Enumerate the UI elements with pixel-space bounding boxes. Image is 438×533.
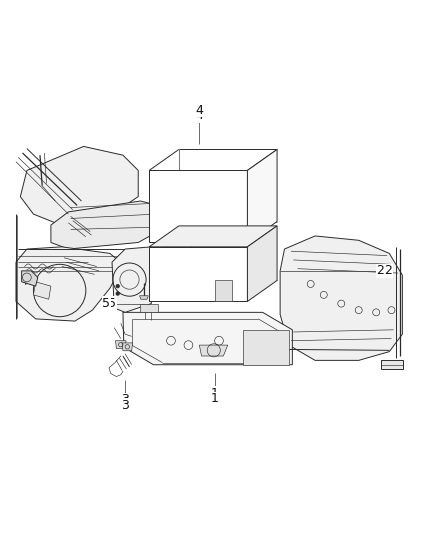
Polygon shape bbox=[149, 171, 247, 243]
Polygon shape bbox=[247, 149, 277, 243]
Polygon shape bbox=[149, 226, 277, 247]
Text: 2: 2 bbox=[385, 264, 392, 277]
Polygon shape bbox=[112, 247, 151, 312]
Polygon shape bbox=[21, 271, 38, 286]
Polygon shape bbox=[199, 345, 228, 356]
Text: 4: 4 bbox=[195, 104, 203, 117]
Polygon shape bbox=[51, 201, 158, 249]
Text: 5: 5 bbox=[102, 297, 110, 310]
Text: 1: 1 bbox=[211, 386, 219, 400]
Polygon shape bbox=[116, 341, 126, 349]
Polygon shape bbox=[140, 296, 148, 299]
Polygon shape bbox=[140, 304, 158, 312]
Text: 4: 4 bbox=[195, 109, 203, 123]
Text: 5: 5 bbox=[108, 297, 116, 310]
Text: 1: 1 bbox=[211, 392, 219, 405]
Polygon shape bbox=[16, 247, 123, 321]
Text: 2: 2 bbox=[377, 264, 385, 277]
Polygon shape bbox=[247, 226, 277, 302]
Polygon shape bbox=[280, 236, 403, 360]
Polygon shape bbox=[122, 343, 133, 351]
Polygon shape bbox=[123, 312, 292, 365]
Circle shape bbox=[116, 292, 120, 295]
Polygon shape bbox=[381, 360, 403, 369]
Text: 3: 3 bbox=[121, 393, 129, 406]
Polygon shape bbox=[149, 247, 247, 302]
Polygon shape bbox=[243, 330, 289, 365]
Text: 3: 3 bbox=[121, 399, 129, 412]
Polygon shape bbox=[33, 282, 51, 299]
Circle shape bbox=[116, 285, 120, 288]
Polygon shape bbox=[215, 280, 232, 302]
Polygon shape bbox=[20, 147, 138, 227]
